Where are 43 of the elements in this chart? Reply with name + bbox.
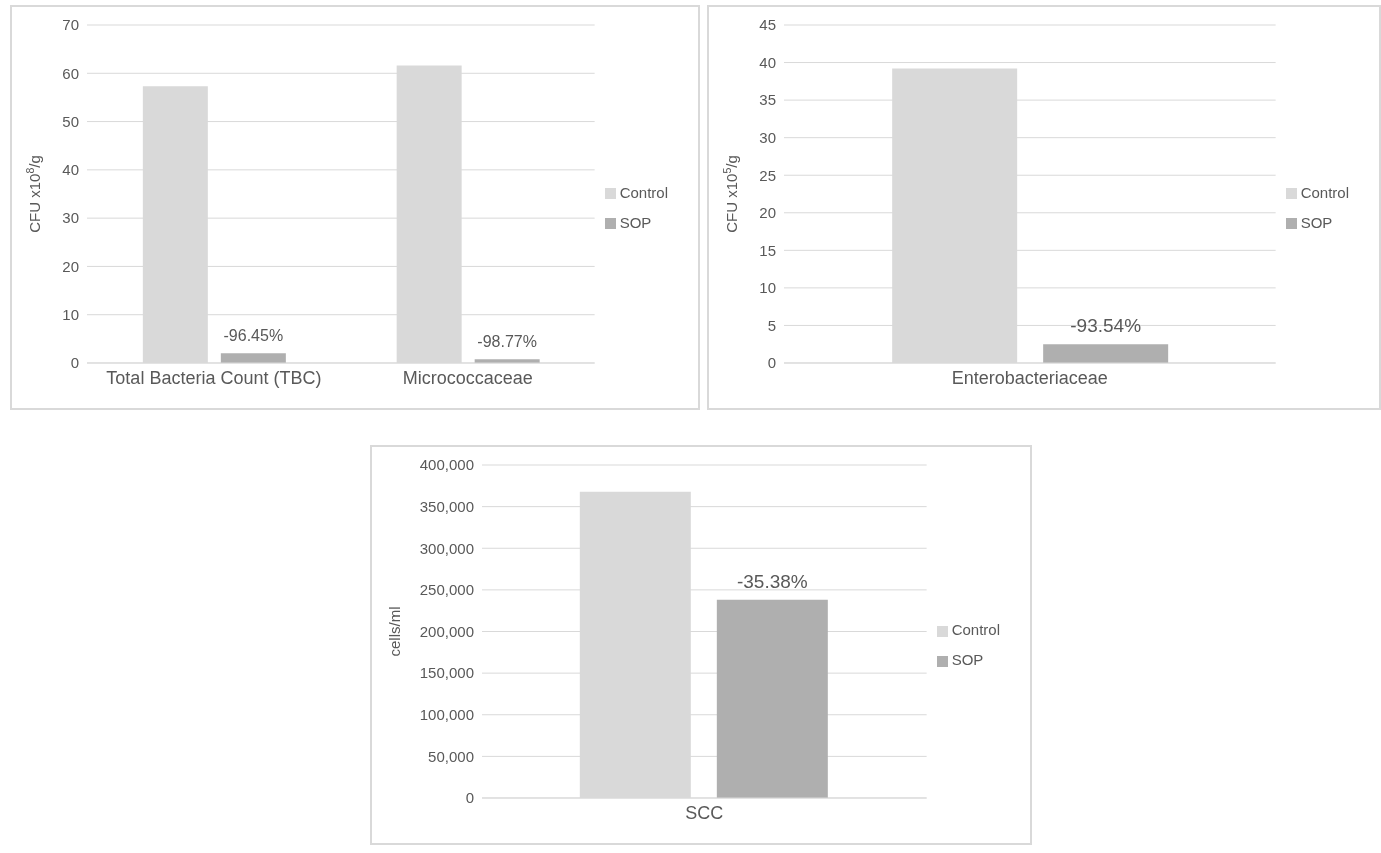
y-tick-label: 40 bbox=[759, 53, 776, 71]
y-tick-label: 250,000 bbox=[419, 581, 474, 599]
legend-label: SOP bbox=[619, 213, 652, 231]
annotation: -98.77% bbox=[477, 333, 537, 351]
y-tick-label: 20 bbox=[62, 257, 79, 275]
y-tick-label: 40 bbox=[62, 161, 79, 179]
y-tick-label: 15 bbox=[759, 241, 776, 259]
bar bbox=[220, 353, 286, 363]
y-tick-label: 50 bbox=[62, 112, 79, 130]
annotation: -96.45% bbox=[223, 327, 284, 345]
y-tick-label: 350,000 bbox=[419, 497, 474, 515]
y-tick-label: 45 bbox=[759, 16, 776, 34]
y-tick-label: 10 bbox=[759, 279, 776, 297]
y-tick-label: 30 bbox=[759, 128, 776, 146]
y-tick-label: 25 bbox=[759, 166, 776, 184]
y-tick-label: 10 bbox=[62, 306, 79, 324]
legend-label: Control bbox=[951, 621, 1000, 638]
y-tick-label: 150,000 bbox=[419, 664, 474, 682]
annotation: -35.38% bbox=[736, 570, 808, 592]
x-tick-label: Total Bacteria Count (TBC) bbox=[106, 367, 322, 388]
annotation: -93.54% bbox=[1070, 315, 1142, 337]
y-tick-label: 100,000 bbox=[419, 706, 474, 724]
legend-label: Control bbox=[1300, 183, 1349, 201]
y-tick-label: 0 bbox=[767, 354, 776, 372]
y-tick-label: 35 bbox=[759, 91, 776, 109]
y-tick-label: 5 bbox=[767, 316, 776, 334]
y-tick-label: 20 bbox=[759, 204, 776, 222]
y-tick-label: 0 bbox=[70, 354, 79, 372]
y-axis-title: cells/ml bbox=[386, 606, 403, 657]
y-tick-label: 0 bbox=[465, 789, 474, 807]
legend-label: SOP bbox=[1300, 213, 1333, 231]
y-tick-label: 50,000 bbox=[428, 747, 474, 765]
legend-label: SOP bbox=[951, 651, 984, 668]
x-tick-label: Enterobacteriaceae bbox=[951, 367, 1108, 388]
y-tick-label: 300,000 bbox=[419, 539, 474, 557]
x-tick-label: SCC bbox=[685, 802, 724, 823]
x-tick-label: Micrococcaceae bbox=[402, 367, 533, 388]
y-tick-label: 60 bbox=[62, 64, 79, 82]
y-tick-label: 70 bbox=[62, 16, 79, 34]
y-tick-label: 30 bbox=[62, 209, 79, 227]
y-tick-label: 200,000 bbox=[419, 622, 474, 640]
y-tick-label: 400,000 bbox=[419, 456, 474, 474]
legend-label: Control bbox=[619, 183, 668, 201]
